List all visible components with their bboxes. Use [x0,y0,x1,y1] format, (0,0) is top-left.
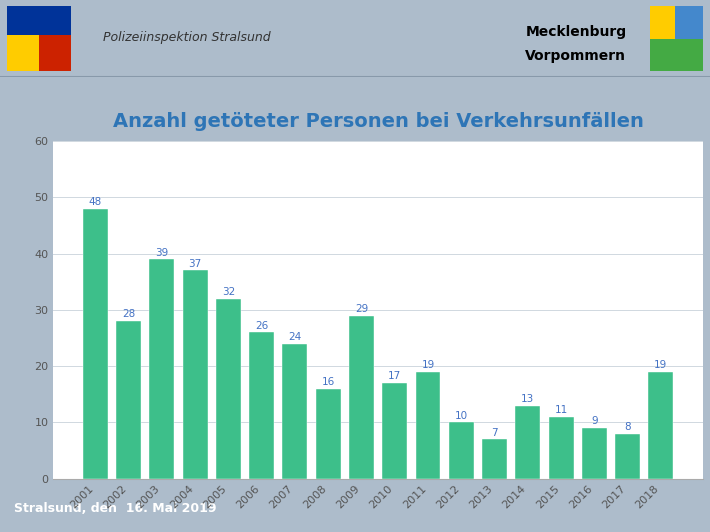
Text: Mecklenburg: Mecklenburg [525,26,626,39]
Text: Polizeiinspektion Stralsund: Polizeiinspektion Stralsund [103,30,271,44]
Text: 19: 19 [421,360,435,370]
Bar [382,383,408,479]
Bar [650,6,674,39]
Text: 48: 48 [89,197,102,207]
Text: 13: 13 [521,394,535,404]
Bar [7,36,39,71]
Bar [650,6,703,71]
Bar [7,36,71,71]
Text: 7: 7 [491,428,498,438]
Text: 10: 10 [454,411,468,421]
Text: Stralsund, den  16. Mai 2019: Stralsund, den 16. Mai 2019 [14,502,217,514]
Bar [316,389,341,479]
Bar [515,405,540,479]
Text: 39: 39 [155,247,168,257]
Title: Anzahl getöteter Personen bei Verkehrsunfällen: Anzahl getöteter Personen bei Verkehrsun… [113,112,643,131]
Bar [83,209,108,479]
Text: 37: 37 [188,259,202,269]
Text: 17: 17 [388,371,401,381]
Text: 28: 28 [122,310,135,319]
Text: 16: 16 [322,377,335,387]
Text: 19: 19 [655,360,667,370]
Text: Vorpommern: Vorpommern [525,48,626,63]
Text: 29: 29 [355,304,368,314]
Bar [7,6,71,36]
Bar [249,332,274,479]
Bar [582,428,607,479]
Text: 11: 11 [555,405,568,415]
Bar [182,270,207,479]
Bar [615,434,640,479]
Text: 8: 8 [624,422,631,432]
Bar [216,298,241,479]
Bar [650,39,703,71]
Bar [415,372,440,479]
Text: 24: 24 [288,332,302,342]
Bar [648,372,673,479]
Text: 26: 26 [255,321,268,331]
Bar [116,321,141,479]
Bar [349,315,374,479]
Bar [283,344,307,479]
Bar [549,417,574,479]
Text: 32: 32 [222,287,235,297]
Bar [449,422,474,479]
Bar [149,259,174,479]
Text: 9: 9 [591,417,598,427]
Bar [482,439,507,479]
